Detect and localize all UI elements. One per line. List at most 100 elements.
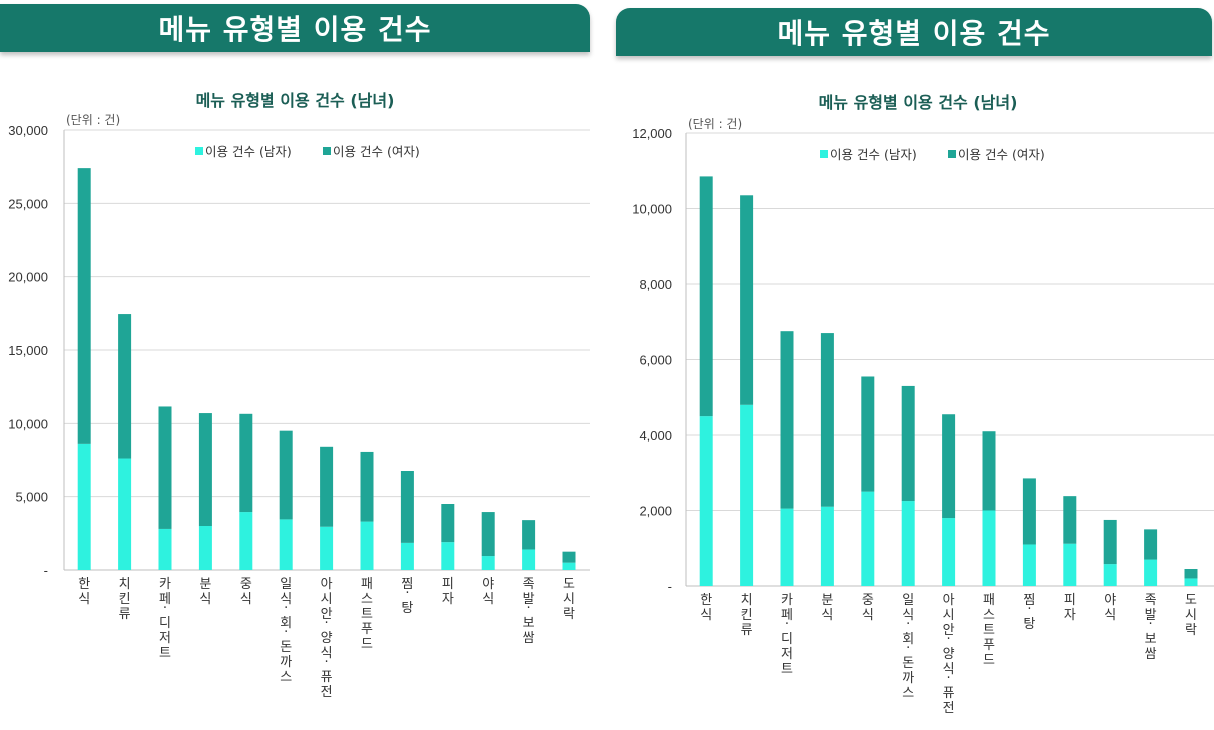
bar-female (861, 376, 875, 492)
bar-female (400, 471, 414, 543)
bar-male (942, 518, 956, 586)
stacked-bar-chart-left: 메뉴 유형별 이용 건수 (남녀) (단위 : 건) - 5,000 10,000 15,… (8, 91, 590, 700)
x-tick-label: 카 페 · 디 저 트 (159, 577, 171, 661)
bar-male (441, 542, 455, 570)
y-tick-label: 2,000 (639, 504, 672, 519)
legend-swatch-male (195, 147, 203, 155)
bar-female (481, 512, 495, 557)
y-tick-label: 25,000 (8, 196, 48, 211)
bar-male (198, 526, 212, 570)
stacked-bar-chart-right: 메뉴 유형별 이용 건수 (남녀) (단위 : 건) - 2,000 4,000 6,00… (632, 93, 1214, 716)
bar-female (198, 413, 212, 526)
x-tick-label: 찜 · 탕 (1023, 593, 1035, 632)
bar-female (158, 406, 172, 529)
y-tick-label: 12,000 (632, 126, 672, 141)
bar-female (1144, 529, 1158, 560)
bar-male (77, 443, 91, 570)
y-tick-label: 5,000 (15, 490, 48, 505)
x-tick-label: 아 시 안 · 양 식 · 퓨 전 (943, 593, 955, 716)
bar-male (279, 519, 293, 570)
bar-female (1184, 569, 1198, 579)
bar-male (1022, 544, 1036, 586)
bar-male (320, 526, 334, 570)
bar-male (360, 521, 374, 570)
bar-male (400, 542, 414, 570)
bar-male (481, 556, 495, 570)
y-tick-label: 15,000 (8, 343, 48, 358)
y-tick-label: 4,000 (639, 428, 672, 443)
legend-label-male: 이용 건수 (남자) (205, 144, 292, 159)
bar-male (740, 404, 754, 586)
bar-male (1063, 543, 1077, 586)
bar-female (77, 168, 91, 444)
y-tick-label: 10,000 (632, 202, 672, 217)
bar-female (901, 385, 915, 502)
bar-female (780, 331, 794, 509)
x-tick-label: 일 식 · 회 · 돈 까 스 (280, 577, 292, 685)
legend-swatch-female (948, 150, 956, 158)
bar-female (942, 414, 956, 519)
unit-label: (단위 : 건) (688, 117, 742, 131)
bar-female (820, 333, 834, 507)
bar-male (118, 458, 132, 570)
bar-female (699, 176, 713, 417)
x-tick-label: 일 식 · 회 · 돈 까 스 (902, 593, 914, 701)
bar-male (901, 501, 915, 586)
legend-label-female: 이용 건수 (여자) (958, 147, 1045, 162)
bar-female (118, 314, 132, 459)
bar-female (740, 195, 754, 405)
bar-female (239, 413, 253, 513)
y-tick-label: 20,000 (8, 270, 48, 285)
chart-title: 메뉴 유형별 이용 건수 (남녀) (196, 91, 395, 110)
y-tick-label: - (44, 563, 48, 578)
bar-male (522, 549, 536, 570)
bar-female (522, 520, 536, 550)
legend-label-male: 이용 건수 (남자) (830, 147, 917, 162)
bar-male (820, 506, 834, 586)
y-tick-label: 8,000 (639, 277, 672, 292)
chart-panel-left: 메뉴 유형별 이용 건수 메뉴 유형별 이용 건수 (남녀) (단위 : 건) - 5… (0, 0, 600, 730)
bar-male (982, 510, 996, 586)
y-tick-label: - (668, 579, 672, 594)
bar-male (861, 491, 875, 586)
bar-female (441, 504, 455, 543)
y-tick-label: 30,000 (8, 123, 48, 138)
bar-female (1022, 478, 1036, 545)
x-tick-label: 족 발 · 보 쌈 (1145, 593, 1157, 662)
bar-female (562, 551, 576, 563)
bar-male (562, 562, 576, 570)
unit-label: (단위 : 건) (66, 113, 120, 127)
x-tick-label: 족 발 · 보 쌈 (523, 577, 535, 646)
banner-title-right: 메뉴 유형별 이용 건수 (616, 8, 1212, 56)
chart-panel-right: 메뉴 유형별 이용 건수 메뉴 유형별 이용 건수 (남녀) (단위 : 건) - 2… (606, 0, 1214, 730)
banner-title-left: 메뉴 유형별 이용 건수 (0, 4, 590, 52)
y-tick-label: 10,000 (8, 416, 48, 431)
y-tick-label: 6,000 (639, 353, 672, 368)
x-tick-label: 아 시 안 · 양 식 · 퓨 전 (321, 577, 333, 700)
bar-male (239, 512, 253, 570)
bar-female (279, 430, 293, 520)
x-tick-label: 카 페 · 디 저 트 (781, 593, 793, 677)
bar-female (320, 446, 334, 527)
bar-female (1063, 496, 1077, 544)
bar-male (1103, 564, 1117, 586)
bar-male (158, 528, 172, 570)
bar-female (360, 451, 374, 522)
bar-male (1144, 559, 1158, 586)
bar-male (780, 508, 794, 586)
bar-female (1103, 519, 1117, 565)
